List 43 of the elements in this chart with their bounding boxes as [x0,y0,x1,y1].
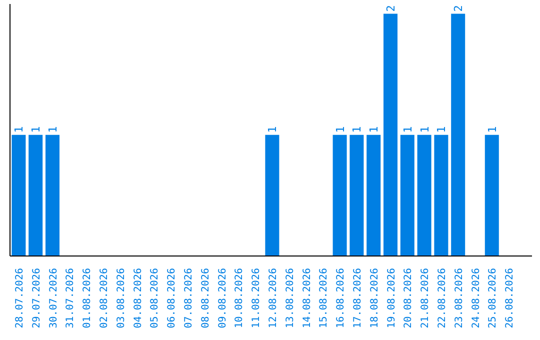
x-tick-label: 01.08.2026 [82,268,94,328]
data-label: 1 [368,126,381,133]
x-tick-label: 23.08.2026 [454,268,465,328]
x-tick-label: 12.08.2026 [268,268,279,328]
data-label: 1 [266,126,280,133]
x-tick-label: 13.08.2026 [284,268,296,328]
x-tick-label: 31.07.2026 [65,268,76,328]
x-tick-label: 07.08.2026 [183,268,194,328]
x-tick-label: 29.07.2026 [31,268,42,328]
x-tick-label: 25.08.2026 [488,268,499,328]
x-tick-label: 21.08.2026 [420,268,432,328]
x-tick-label: 05.08.2026 [150,268,161,328]
data-label: 1 [418,126,432,133]
x-tick-label: 06.08.2026 [166,268,178,328]
x-tick-label: 30.07.2026 [48,268,60,328]
data-label: 2 [384,5,398,12]
x-tick-label: 19.08.2026 [386,268,398,328]
data-label: 1 [435,126,448,133]
data-label: 1 [350,126,364,133]
x-tick-label: 10.08.2026 [234,268,246,328]
data-label: 1 [46,126,60,133]
x-tick-label: 03.08.2026 [116,268,127,328]
data-label: 1 [30,126,43,133]
x-tick-label: 02.08.2026 [98,268,110,328]
data-label: 1 [334,126,347,133]
x-tick-label: 11.08.2026 [251,268,262,328]
x-tick-label: 18.08.2026 [369,268,380,328]
data-label: 2 [452,5,466,12]
x-tick-label: 22.08.2026 [436,268,448,328]
x-tick-label: 14.08.2026 [302,268,313,328]
x-tick-label: 16.08.2026 [336,268,347,328]
x-tick-label: 17.08.2026 [352,268,364,328]
data-label: 1 [486,126,499,133]
data-label: 1 [401,126,414,133]
x-tick-label: 28.07.2026 [14,268,26,328]
x-tick-label: 08.08.2026 [200,268,212,328]
x-tick-label: 09.08.2026 [217,268,228,328]
x-tick-label: 15.08.2026 [318,268,330,328]
x-tick-label: 24.08.2026 [470,268,482,328]
data-label: 1 [12,126,26,133]
x-tick-label: 26.08.2026 [504,268,516,328]
x-tick-label: 04.08.2026 [132,268,144,328]
x-tick-label: 20.08.2026 [403,268,414,328]
